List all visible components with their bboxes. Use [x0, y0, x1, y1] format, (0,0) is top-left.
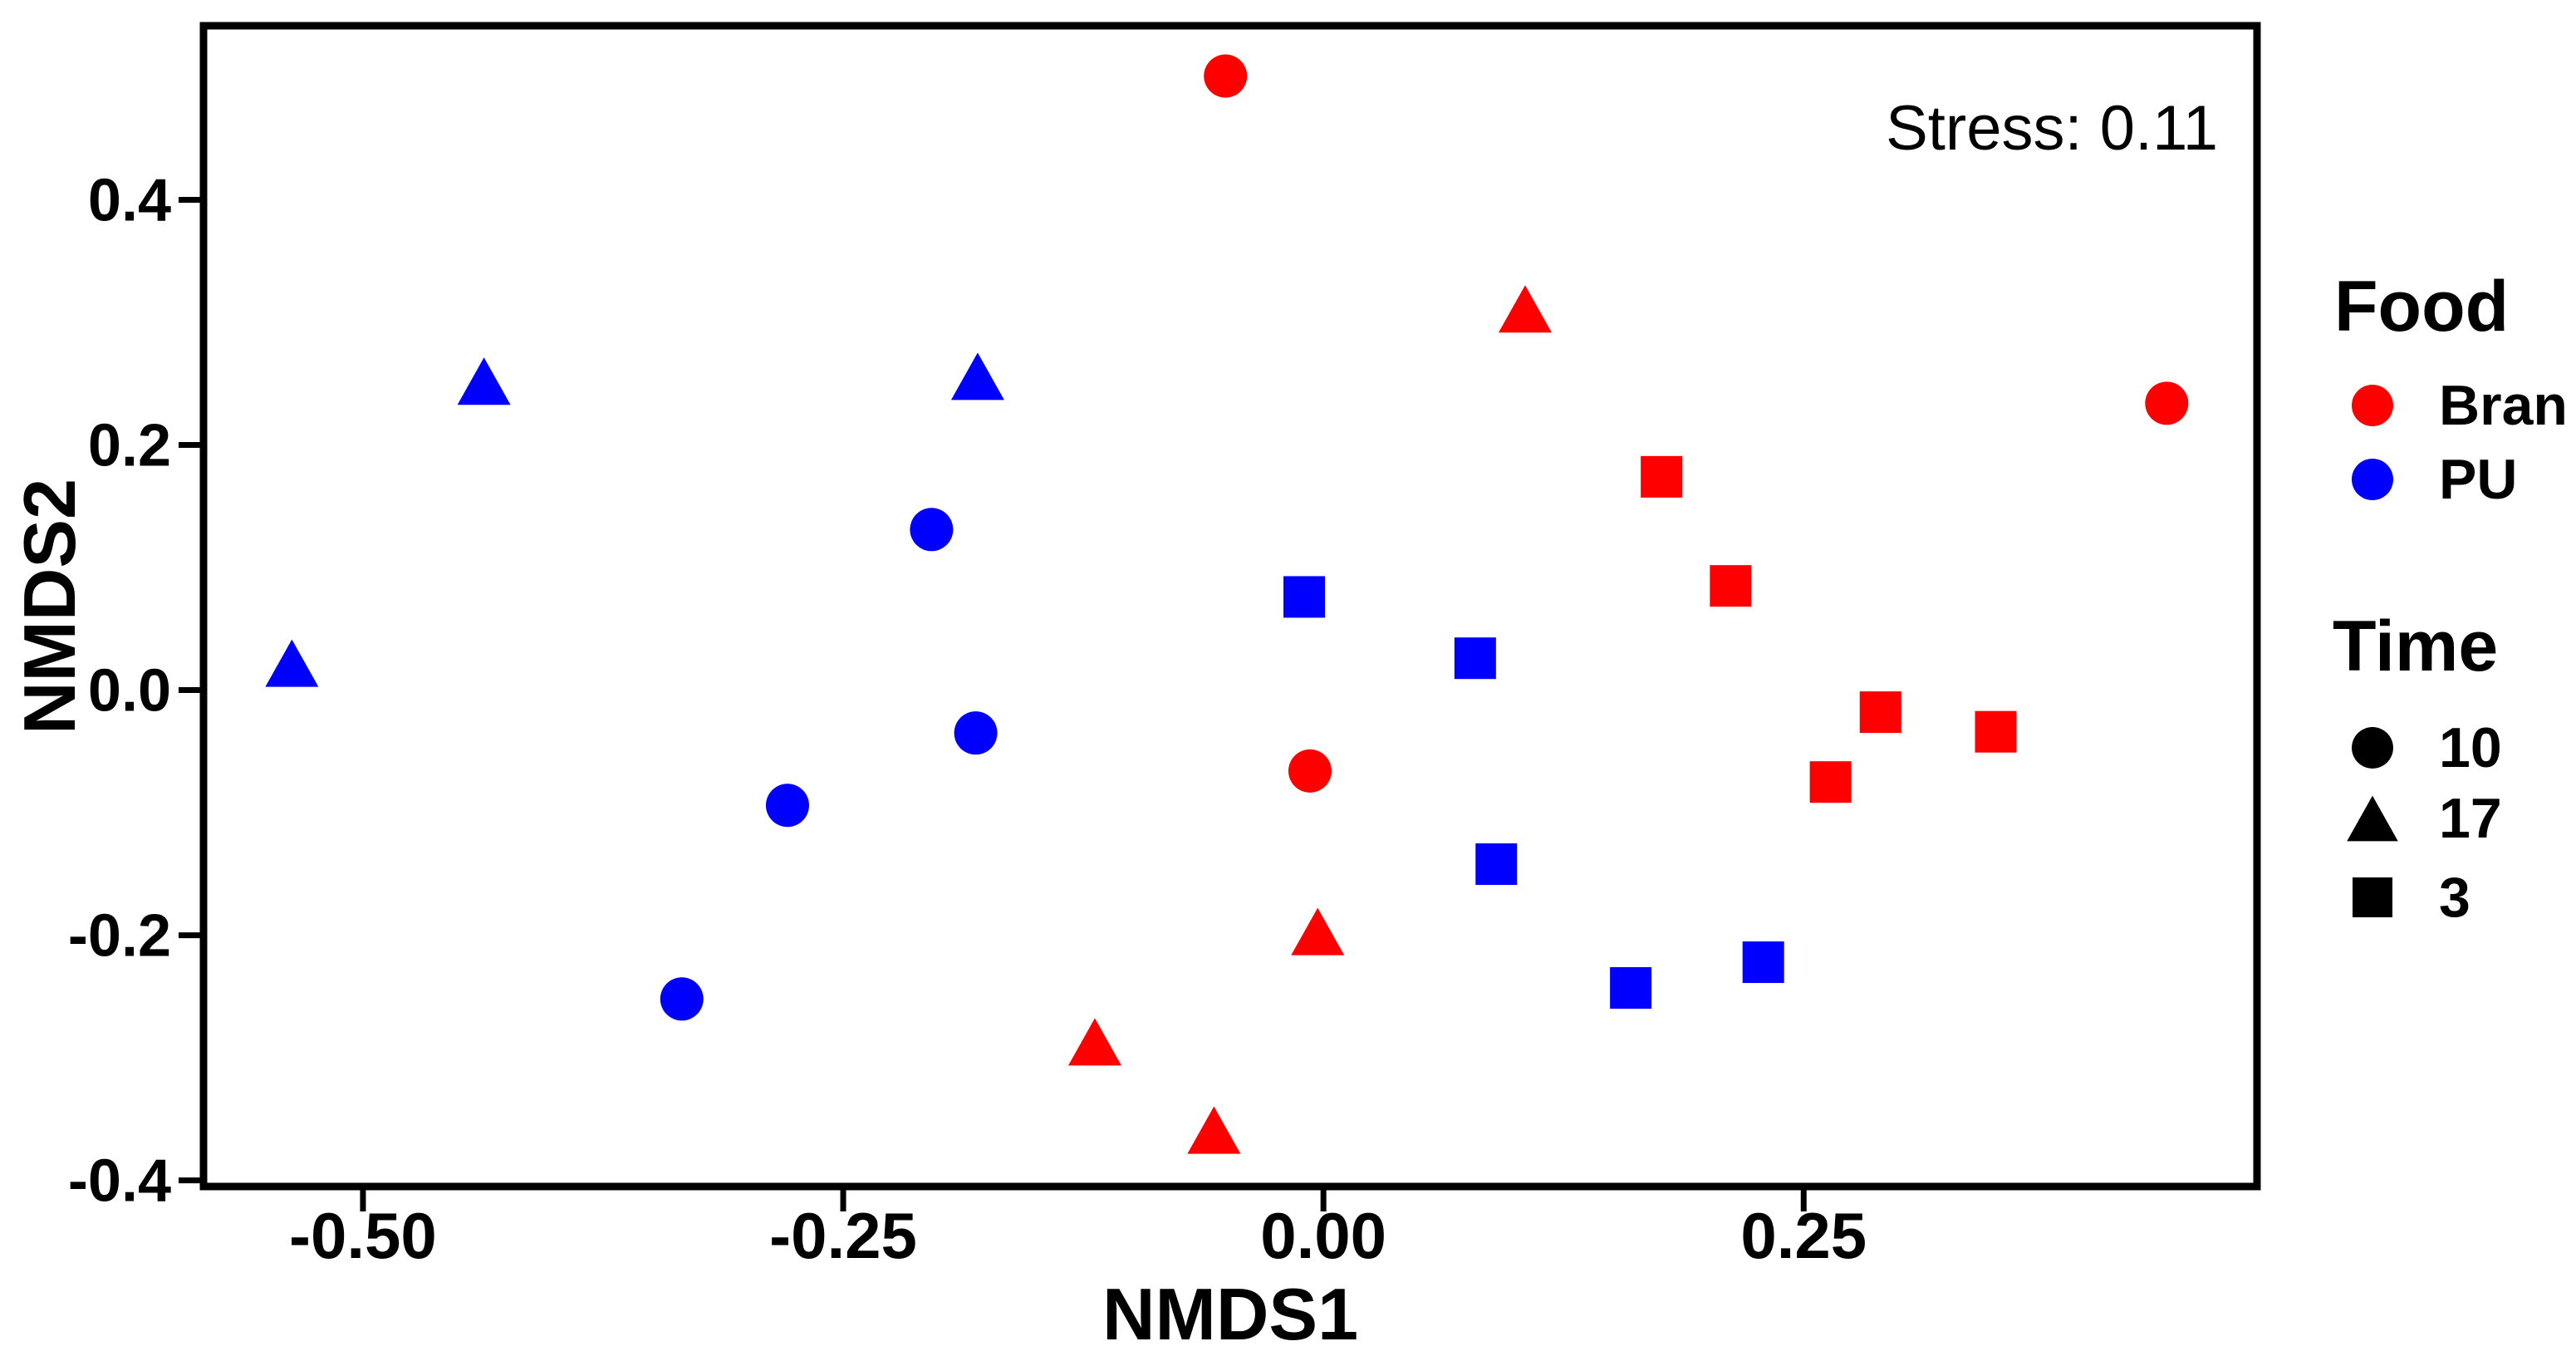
series-pu-time-17	[265, 352, 1004, 687]
legend-time-label: 17	[2439, 787, 2502, 850]
y-tick-label: -0.4	[68, 1148, 171, 1215]
data-point	[1610, 967, 1652, 1010]
data-point	[954, 711, 998, 755]
legend-time-label: 10	[2439, 716, 2502, 779]
series-bran-time-3	[1641, 455, 2017, 803]
x-axis-ticks: -0.50 -0.25 0.00 0.25	[289, 1190, 1867, 1272]
plot-panel	[199, 22, 2261, 1191]
legend-food-title: Food	[2334, 267, 2509, 346]
data-point	[1283, 576, 1326, 618]
data-point	[1454, 637, 1496, 680]
legend-food-swatch-icon	[2352, 459, 2393, 500]
x-tick-label: 0.00	[1260, 1199, 1386, 1272]
series-bran-time-10	[1204, 54, 2189, 793]
data-points-layer	[265, 54, 2189, 1154]
legend-food-items: Bran PU	[2352, 374, 2568, 511]
legend-time-square-icon	[2353, 877, 2392, 917]
series-bran-time-17	[1067, 285, 1552, 1154]
stress-annotation: Stress: 0.11	[1886, 93, 2218, 164]
legend-time-circle-icon	[2352, 727, 2393, 769]
data-point	[265, 639, 319, 687]
legend-time-title: Time	[2333, 607, 2498, 686]
legend-time-item: 10	[2352, 716, 2502, 779]
y-tick-label: 0.0	[88, 658, 171, 725]
data-point	[910, 508, 954, 552]
data-point	[1809, 761, 1852, 803]
legend-food-swatch-icon	[2352, 385, 2393, 426]
x-tick-label: -0.50	[289, 1199, 437, 1272]
data-point	[1498, 285, 1552, 333]
legend-time-items: 10 17 3	[2347, 716, 2502, 929]
data-point	[1742, 941, 1784, 984]
y-tick-label: 0.2	[88, 413, 171, 479]
legend-food-item: Bran	[2352, 374, 2568, 437]
data-point	[1641, 455, 1683, 498]
x-tick-label: 0.25	[1740, 1199, 1867, 1272]
legend-time-item: 3	[2353, 866, 2471, 929]
data-point	[1204, 54, 1248, 98]
data-point	[1288, 749, 1332, 793]
legend-food-item: PU	[2352, 448, 2517, 511]
data-point	[2145, 381, 2189, 425]
y-tick-label: -0.2	[68, 903, 171, 970]
data-point	[660, 977, 704, 1021]
x-axis-title: NMDS1	[1102, 1273, 1358, 1355]
data-point	[1710, 565, 1752, 607]
legend: Food Bran PU Time 10 17 3	[2333, 267, 2568, 929]
data-point	[457, 357, 511, 405]
data-point	[1187, 1106, 1241, 1154]
y-tick-label: 0.4	[88, 167, 171, 233]
data-point	[1291, 907, 1345, 956]
legend-food-label: PU	[2439, 448, 2517, 511]
legend-time-item: 17	[2347, 787, 2502, 850]
legend-time-triangle-icon	[2347, 795, 2398, 842]
data-point	[1067, 1018, 1121, 1066]
data-point	[765, 784, 809, 828]
y-axis-ticks: 0.4 0.2 0.0 -0.2 -0.4	[68, 167, 200, 1215]
data-point	[1859, 691, 1901, 734]
data-point	[1475, 843, 1518, 886]
data-point	[1975, 710, 2017, 753]
legend-food-label: Bran	[2439, 374, 2568, 437]
y-axis-title: NMDS2	[8, 479, 91, 735]
series-pu-time-10	[660, 508, 998, 1021]
legend-time-label: 3	[2439, 866, 2471, 929]
x-tick-label: -0.25	[769, 1199, 917, 1272]
series-pu-time-3	[1283, 576, 1784, 1010]
data-point	[950, 352, 1004, 400]
